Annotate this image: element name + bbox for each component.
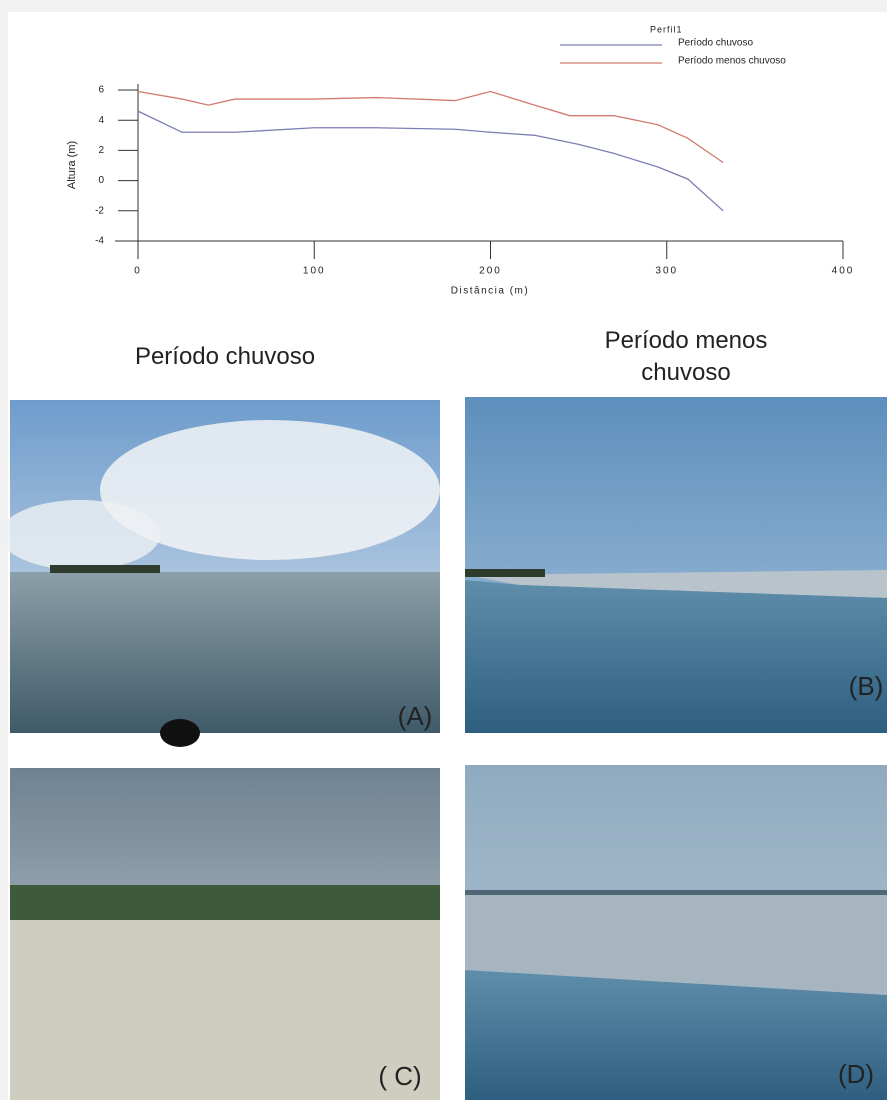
photo-water (10, 572, 440, 733)
line-series (137, 110, 724, 212)
x-tick-label: 400 (832, 266, 855, 277)
photo-b (465, 397, 887, 733)
photo-land (50, 565, 160, 573)
photo-land (465, 569, 545, 577)
line-series (137, 90, 724, 164)
photo-d (465, 765, 887, 1100)
legend-label: Período chuvoso (678, 38, 753, 49)
cloud (0, 500, 160, 570)
photo-label: (A) (398, 701, 433, 731)
y-axis-label: Altura (m) (66, 141, 78, 189)
y-tick-label: -4 (95, 236, 104, 247)
photo-water (465, 580, 887, 733)
photo-c (10, 768, 440, 1100)
photo-sand (10, 920, 440, 1100)
x-tick-label: 100 (303, 266, 326, 277)
y-tick-label: -2 (95, 205, 104, 216)
photo-water (465, 970, 887, 1100)
photo-horizon (465, 890, 887, 895)
y-tick-label: 2 (98, 145, 104, 156)
legend-title: Perfil1 (650, 24, 683, 34)
x-axis-label: Distância (m) (451, 286, 529, 297)
y-tick-label: 4 (98, 115, 104, 126)
frame-left (0, 0, 8, 1100)
photo-a (0, 400, 440, 747)
cloud (100, 420, 440, 560)
chart: Perfil1 Distância (m) Altura (m) -4 -2 0 2 4… (66, 24, 855, 297)
column-heading: Período chuvoso (134, 343, 316, 370)
photo-mangrove (10, 885, 440, 925)
x-tick-label: 200 (479, 266, 502, 277)
photo-label: (D) (838, 1059, 874, 1089)
frame-top (0, 0, 887, 12)
x-tick-label: 300 (655, 266, 678, 277)
photo-label: (B) (849, 671, 884, 701)
y-tick-label: 0 (98, 175, 104, 186)
column-heading: Período menos chuvoso (604, 327, 768, 386)
photo-object (160, 719, 200, 747)
y-tick-label: 6 (98, 85, 104, 96)
legend-label: Período menos chuvoso (678, 56, 786, 67)
x-tick-label: 0 (134, 266, 142, 277)
photo-label: ( C) (378, 1061, 421, 1091)
photo-sandbar (465, 570, 887, 598)
photo-sandbar (465, 895, 887, 995)
